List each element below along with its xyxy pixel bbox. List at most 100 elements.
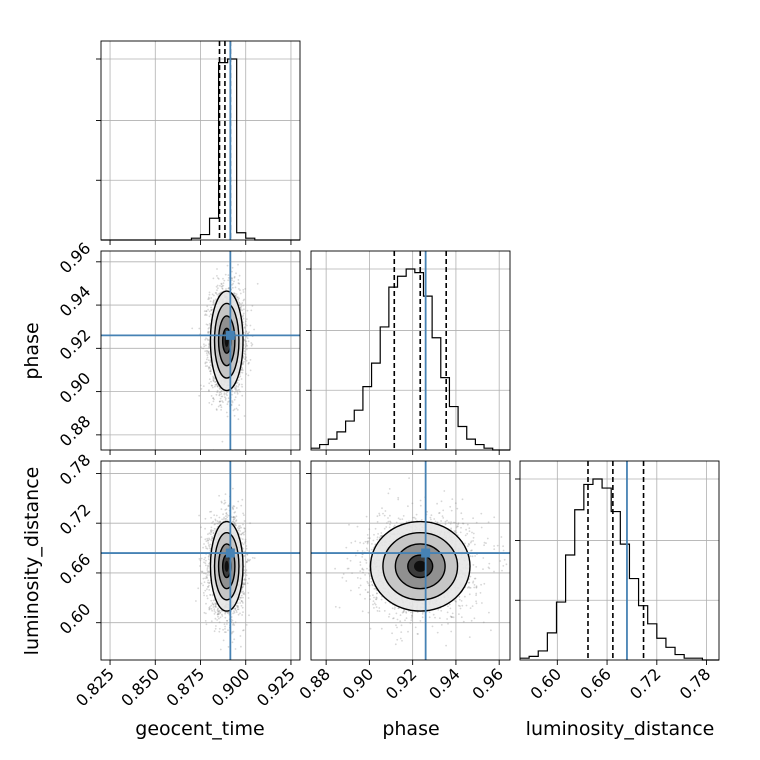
scatter-point: [223, 499, 226, 502]
scatter-point: [248, 577, 250, 580]
scatter-point: [203, 572, 205, 575]
scatter-point: [235, 293, 238, 295]
truth-marker: [225, 330, 235, 340]
scatter-point: [232, 515, 235, 518]
panel-content: [101, 461, 300, 660]
scatter-point: [208, 366, 210, 369]
scatter-point: [243, 298, 246, 301]
scatter-point: [221, 440, 224, 443]
scatter-point: [231, 641, 234, 644]
scatter-point: [241, 532, 244, 535]
hist-panel-luminosity_distance: [515, 460, 720, 665]
scatter-point: [221, 613, 223, 616]
scatter-point: [222, 628, 225, 631]
scatter-point: [204, 577, 207, 580]
scatter-point: [244, 332, 247, 335]
scatter-point: [231, 277, 234, 280]
scatter-point: [215, 514, 218, 517]
scatter-point: [204, 362, 207, 365]
scatter-point: [221, 390, 223, 392]
scatter-point: [210, 510, 213, 513]
scatter-point: [214, 605, 217, 608]
scatter-point: [246, 561, 248, 563]
scatter-point: [207, 308, 210, 311]
scatter-point: [208, 582, 210, 585]
scatter-point: [214, 381, 217, 383]
scatter-point: [219, 404, 222, 407]
scatter-point: [220, 393, 223, 395]
scatter-point: [209, 547, 211, 550]
scatter-point: [239, 612, 241, 615]
scatter-point: [223, 516, 226, 519]
scatter-point: [204, 572, 207, 575]
scatter-point: [210, 308, 213, 311]
scatter-point: [244, 550, 246, 553]
scatter-point: [233, 386, 236, 389]
scatter-point: [242, 321, 245, 324]
xlabel-geocent-time: geocent_time: [135, 718, 264, 740]
scatter-point: [220, 390, 223, 393]
scatter-point: [220, 282, 223, 285]
scatter-point: [213, 398, 215, 401]
scatter-point: [249, 359, 252, 361]
scatter-point: [207, 327, 210, 330]
scatter-point: [212, 603, 214, 606]
scatter-point: [219, 521, 222, 524]
scatter-point: [239, 375, 242, 378]
scatter-point: [237, 263, 239, 266]
scatter-point: [215, 292, 218, 294]
scatter-point: [207, 564, 209, 567]
scatter-point: [215, 285, 218, 288]
scatter-point: [244, 341, 247, 343]
scatter-point: [231, 619, 234, 622]
scatter-point: [232, 507, 234, 510]
scatter-point: [242, 585, 244, 588]
scatter-point: [205, 310, 208, 313]
scatter-point: [205, 352, 208, 355]
scatter-point: [236, 608, 239, 611]
panel-frame: [100, 40, 301, 241]
scatter-point: [241, 614, 244, 616]
scatter-point: [218, 617, 220, 620]
scatter-point: [218, 621, 221, 624]
scatter-point: [208, 389, 210, 391]
scatter-point: [207, 539, 209, 542]
scatter-point: [211, 609, 214, 612]
scatter-point: [214, 603, 217, 606]
scatter-point: [202, 385, 205, 387]
scatter-point: [225, 518, 228, 520]
scatter-point: [225, 508, 228, 511]
scatter-point: [208, 589, 211, 591]
scatter-point: [203, 345, 206, 348]
scatter-point: [202, 347, 205, 350]
scatter-point: [208, 366, 211, 369]
scatter-point: [237, 529, 240, 532]
scatter-point: [218, 387, 221, 390]
scatter-point: [216, 284, 219, 287]
scatter-point: [208, 345, 210, 348]
scatter-point: [212, 378, 215, 381]
scatter-point: [219, 611, 222, 614]
scatter-point: [242, 596, 244, 599]
scatter-point: [204, 365, 207, 367]
scatter-point: [215, 409, 218, 411]
scatter-point: [197, 587, 200, 590]
scatter-point: [251, 305, 254, 307]
scatter-point: [224, 501, 227, 504]
scatter-point: [243, 308, 245, 311]
scatter-point: [232, 516, 235, 519]
scatter-point: [207, 352, 210, 354]
scatter-point: [231, 389, 234, 392]
scatter-point: [217, 613, 219, 616]
scatter-point: [233, 414, 236, 417]
scatter-point: [238, 301, 240, 304]
scatter-point: [235, 524, 237, 526]
scatter-point: [220, 409, 223, 411]
scatter-point: [241, 498, 244, 501]
scatter-point: [209, 300, 212, 303]
scatter-point: [222, 513, 225, 516]
scatter-point: [243, 572, 246, 575]
scatter-point: [242, 523, 244, 526]
scatter-point: [238, 274, 241, 277]
scatter-point: [198, 558, 201, 560]
